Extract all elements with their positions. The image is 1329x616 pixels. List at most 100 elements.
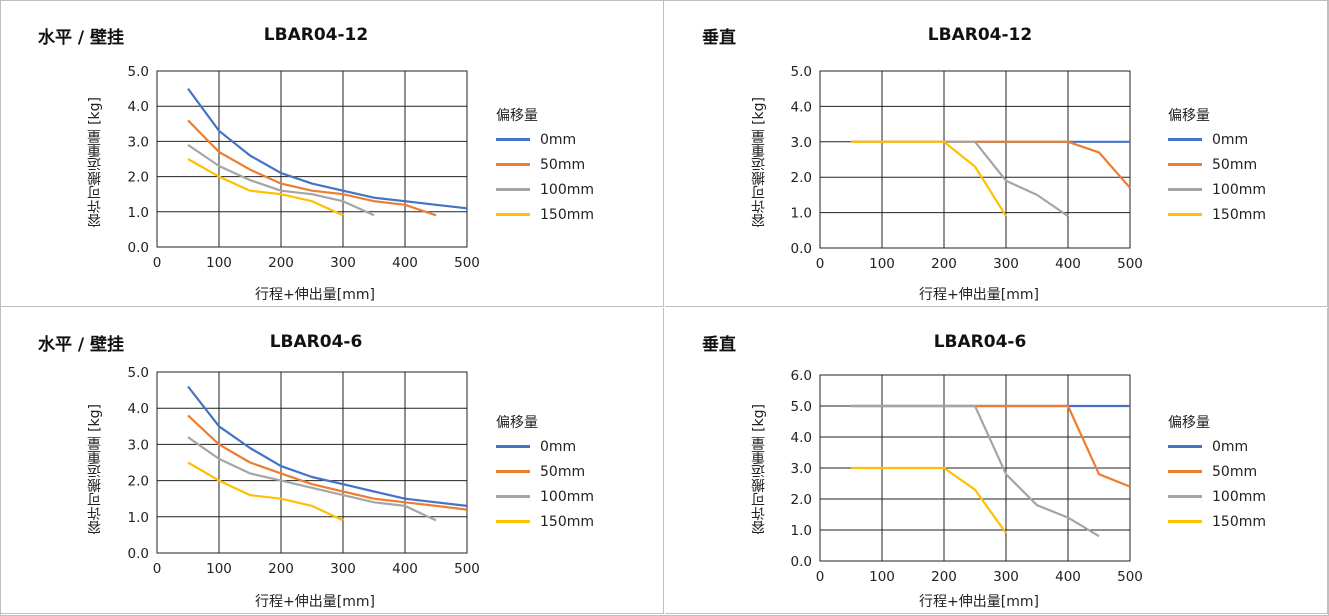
legend-item: 100mm (496, 484, 594, 509)
y-tick-label: 4.0 (128, 99, 149, 115)
plot-area (819, 70, 1131, 249)
x-axis-label: 行程+伸出量[mm] (255, 287, 375, 303)
x-tick-label: 400 (392, 255, 418, 271)
legend-item: 100mm (496, 177, 594, 202)
legend-label: 100mm (1212, 181, 1266, 198)
x-tick-label: 0 (816, 256, 825, 272)
series-line-150mm (187, 461, 344, 522)
legend-swatch (496, 163, 530, 166)
x-tick-label: 400 (1055, 256, 1081, 272)
x-tick-label: 100 (206, 561, 232, 577)
legend-item: 0mm (496, 434, 594, 459)
legend: 偏移量 0mm 50mm 100mm 150mm (1168, 105, 1266, 227)
x-tick-label: 300 (993, 256, 1019, 272)
y-tick-label: 2.0 (128, 170, 149, 186)
legend-label: 0mm (540, 131, 577, 148)
chart-panel-horizontal-lbar04-12: 水平 / 壁挂 LBAR04-12 容许可搬运重量 [kg] 0 100 200 30… (1, 1, 664, 307)
series-line-0mm (187, 87, 468, 210)
legend: 偏移量 0mm 50mm 100mm 150mm (496, 412, 594, 534)
y-tick-label: 3.0 (791, 135, 812, 151)
y-tick-label: 5.0 (128, 365, 149, 381)
orientation-label: 垂直 (702, 28, 736, 48)
line-chart: 0 100 200 300 400 500 0.0 1.0 2.0 3.0 4.0 5.0 6.0 (791, 368, 1143, 585)
y-tick-label: 3.0 (791, 461, 812, 477)
legend-label: 100mm (540, 181, 594, 198)
y-tick-label: 4.0 (791, 99, 812, 115)
chart-title: LBAR04-12 (927, 25, 1033, 45)
chart-title: LBAR04-6 (269, 332, 363, 352)
x-tick-label: 500 (454, 255, 480, 271)
legend-item: 150mm (1168, 202, 1266, 227)
orientation-label: 水平 / 壁挂 (38, 28, 125, 48)
y-tick-label: 0.0 (791, 554, 812, 570)
legend-label: 100mm (540, 488, 594, 505)
y-tick-label: 5.0 (128, 64, 149, 80)
legend-swatch (496, 445, 530, 448)
legend-label: 150mm (540, 206, 594, 223)
legend-label: 100mm (1212, 488, 1266, 505)
legend-swatch (496, 495, 530, 498)
legend-swatch (496, 520, 530, 523)
legend-item: 150mm (496, 202, 594, 227)
legend-title: 偏移量 (1168, 415, 1210, 431)
legend-swatch (496, 188, 530, 191)
legend-swatch (1168, 470, 1202, 473)
y-tick-label: 1.0 (128, 510, 149, 526)
series-line-0mm (187, 385, 468, 507)
x-tick-label: 500 (454, 561, 480, 577)
x-tick-label: 200 (931, 569, 957, 585)
y-tick-label: 0.0 (128, 240, 149, 256)
legend-label: 150mm (540, 513, 594, 530)
y-tick-label: 0.0 (128, 546, 149, 562)
legend-swatch (1168, 163, 1202, 166)
chart-title: LBAR04-6 (933, 332, 1027, 352)
chart-panel-vertical-lbar04-6: 垂直 LBAR04-6 容许可搬运重量 [kg] 0 100 200 300 400 50… (665, 308, 1328, 614)
legend-label: 50mm (1212, 156, 1258, 173)
y-tick-label: 6.0 (791, 368, 812, 384)
legend-item: 50mm (1168, 152, 1266, 177)
legend-item: 0mm (1168, 127, 1266, 152)
legend-label: 0mm (540, 438, 577, 455)
series-line-100mm (187, 143, 375, 217)
legend-title: 偏移量 (1168, 108, 1210, 124)
legend-swatch (496, 213, 530, 216)
legend-label: 50mm (540, 463, 586, 480)
series-line-100mm (851, 404, 1100, 538)
legend-item: 50mm (496, 459, 594, 484)
legend-title: 偏移量 (496, 415, 538, 431)
x-tick-label: 400 (392, 561, 418, 577)
legend-item: 150mm (1168, 509, 1266, 534)
legend-swatch (496, 470, 530, 473)
legend-swatch (1168, 445, 1202, 448)
line-chart: 0 100 200 300 400 500 0.0 1.0 2.0 3.0 4.0 5.0 (128, 64, 480, 271)
x-tick-label: 200 (931, 256, 957, 272)
y-tick-label: 1.0 (791, 523, 812, 539)
chart-title: LBAR04-12 (263, 25, 369, 45)
legend-swatch (1168, 138, 1202, 141)
legend-item: 0mm (496, 127, 594, 152)
orientation-label: 水平 / 壁挂 (38, 335, 125, 355)
x-tick-label: 300 (330, 255, 356, 271)
legend: 偏移量 0mm 50mm 100mm 150mm (496, 105, 594, 227)
legend-label: 0mm (1212, 438, 1249, 455)
legend-item: 50mm (1168, 459, 1266, 484)
y-tick-label: 2.0 (791, 170, 812, 186)
legend-item: 50mm (496, 152, 594, 177)
x-tick-label: 0 (153, 561, 162, 577)
x-axis-label: 行程+伸出量[mm] (919, 287, 1039, 303)
x-tick-label: 100 (869, 569, 895, 585)
series-line-50mm (187, 119, 437, 217)
plot-area (156, 70, 468, 248)
legend-swatch (1168, 213, 1202, 216)
x-tick-label: 300 (330, 561, 356, 577)
legend-item: 150mm (496, 509, 594, 534)
y-tick-label: 0.0 (791, 241, 812, 257)
x-tick-label: 100 (869, 256, 895, 272)
y-tick-label: 4.0 (791, 430, 812, 446)
y-tick-label: 3.0 (128, 134, 149, 150)
series-line-150mm (851, 140, 1007, 217)
series-line-150mm (187, 158, 344, 217)
y-tick-label: 2.0 (791, 492, 812, 508)
x-axis-label: 行程+伸出量[mm] (919, 594, 1039, 610)
series-line-150mm (851, 466, 1007, 534)
